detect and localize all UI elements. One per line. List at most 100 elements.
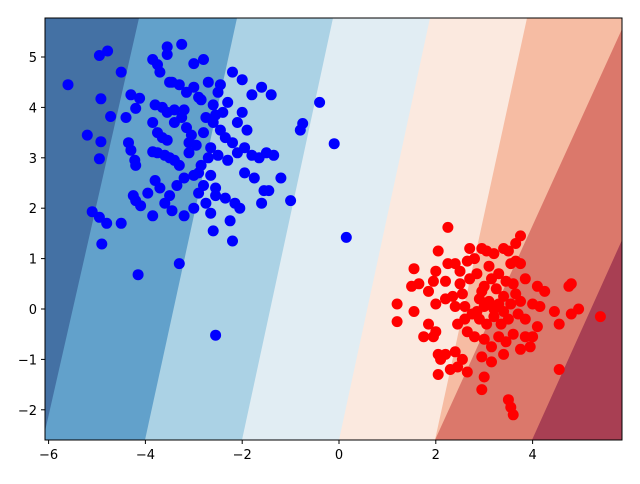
data-point [471,306,483,317]
data-point [198,54,209,65]
x-tick-label: −2 [233,448,252,463]
axes-frame [44,17,623,441]
data-point [135,200,147,212]
data-point [236,74,248,86]
data-point [93,153,105,165]
data-point [454,278,466,290]
data-point [130,159,142,171]
data-point [505,298,517,310]
data-point [500,336,512,348]
data-point [178,210,190,222]
data-point [239,167,251,179]
data-point [440,293,451,305]
data-point [95,136,107,148]
data-point [207,99,219,111]
y-tick-label: 1 [29,253,37,268]
y-tick-label: 3 [29,152,37,167]
data-point [202,76,214,88]
y-tick-label: 4 [29,101,37,116]
data-point [227,137,238,149]
data-point [147,210,159,222]
data-point [198,127,209,139]
data-point [469,253,480,265]
data-point [161,49,173,60]
data-point [565,278,577,290]
data-point [515,230,526,242]
data-point [239,142,251,154]
data-point [418,331,430,343]
data-point [490,283,502,295]
y-tick-label: 2 [29,202,37,217]
data-point [553,318,565,330]
decision-contour-bands [45,18,622,440]
data-point [248,172,260,184]
data-point [519,331,531,343]
data-point [456,353,468,365]
data-point [154,66,166,78]
data-point [478,333,490,345]
data-point [488,311,500,323]
data-point [134,92,146,104]
data-point [120,112,132,123]
data-point [502,245,514,257]
data-point [130,102,142,114]
data-point [212,149,224,161]
data-point [101,217,113,229]
data-point [93,50,105,61]
x-tick-label: −6 [39,448,58,463]
data-point [449,301,461,312]
data-point [188,58,200,70]
data-point [161,41,173,53]
data-point [481,318,493,330]
data-point [210,329,222,341]
data-point [265,89,277,101]
data-point [268,149,280,161]
data-point [476,384,488,396]
data-point [471,268,483,280]
data-point [340,231,352,243]
data-point [105,111,117,122]
data-point [96,238,108,250]
data-point [488,248,500,260]
data-point [478,371,490,383]
x-tick-label: −4 [136,448,155,463]
data-point [406,280,418,292]
data-point [449,346,461,358]
data-point [408,263,420,275]
data-point [507,328,519,340]
x-tick-label: 4 [528,448,536,463]
data-point [181,86,192,98]
data-point [476,285,488,297]
data-point [183,137,195,149]
data-point [149,175,161,186]
data-point [234,202,246,214]
data-point [435,353,447,365]
data-point [132,269,144,281]
data-point [95,93,107,105]
data-point [200,112,212,123]
data-point [178,104,190,116]
data-point [222,154,234,166]
data-point [391,298,403,310]
data-point [224,215,236,227]
data-point [125,89,137,101]
data-point [178,172,190,184]
data-point [423,285,434,297]
data-point [207,225,219,237]
data-point [219,192,231,204]
data-point [507,409,519,421]
data-point [227,66,238,78]
data-point [314,96,326,108]
data-point [498,290,510,302]
data-point [159,197,171,209]
data-point [328,138,340,150]
data-point [498,306,510,317]
data-point [168,104,180,116]
data-point [256,197,268,209]
data-point [115,217,127,229]
data-point [147,117,159,128]
data-point [461,366,473,378]
data-point [483,260,495,272]
